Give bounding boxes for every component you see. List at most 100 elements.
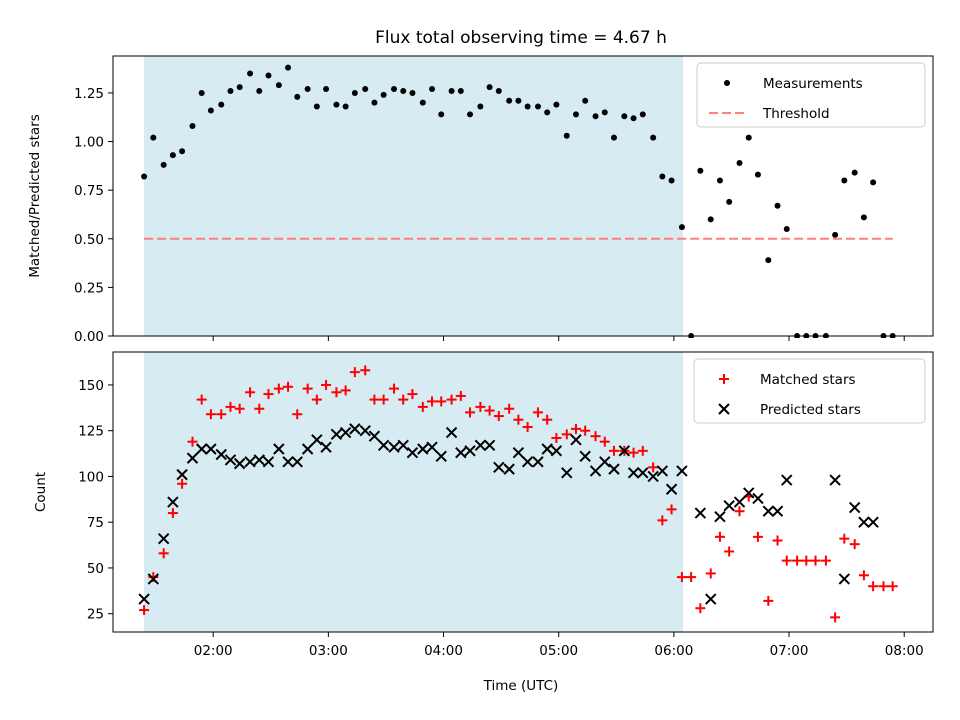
x-stroke-b (858, 516, 870, 528)
x-stroke-b (186, 452, 199, 464)
matched-star-point (542, 414, 553, 425)
measurement-point (477, 103, 484, 110)
x-stroke-b (167, 496, 179, 508)
predicted-star-point (474, 439, 487, 452)
matched-star-point (820, 555, 831, 566)
matched-star-point (839, 533, 850, 544)
predicted-star-point (829, 474, 841, 486)
x-stroke-b (417, 443, 429, 455)
matched-star-point (686, 572, 697, 583)
predicted-star-point (771, 505, 784, 517)
x-stroke-b (282, 456, 294, 468)
x-stroke-b (483, 439, 496, 452)
matched-star-point (580, 425, 591, 436)
predicted-star-point (532, 456, 544, 468)
predicted-star-point (483, 439, 496, 452)
x-stroke-b (273, 443, 285, 455)
matched-star-point (781, 555, 792, 566)
predicted-star-point (167, 496, 179, 508)
predicted-star-point (273, 443, 285, 455)
measurement-point (467, 111, 474, 118)
predicted-star-point (435, 450, 447, 463)
measurement-point (275, 82, 282, 89)
x-stroke-b (771, 505, 784, 517)
legend: Measurements Threshold (696, 62, 926, 128)
x-tick-label: 04:00 (424, 643, 463, 659)
y-tick-label: 0.00 (74, 329, 104, 345)
legend-label: Predicted stars (760, 402, 861, 418)
legend-label: Measurements (763, 76, 863, 92)
measurement-point (419, 99, 426, 106)
x-stroke-b (723, 500, 735, 512)
measurement-point (448, 88, 455, 94)
predicted-star-point (647, 470, 659, 483)
measurement-point (362, 86, 369, 93)
predicted-star-point (359, 424, 371, 437)
predicted-star-point (349, 423, 361, 435)
matched-star-point (522, 422, 533, 433)
observing-interval-shading (144, 56, 684, 336)
measurement-point (774, 202, 781, 209)
predicted-star-point (339, 426, 352, 439)
x-stroke-b (339, 426, 352, 439)
chart-title: Flux total observing time = 4.67 h (375, 28, 667, 48)
legend: Matched stars Predicted stars (693, 358, 926, 424)
x-stroke-b (676, 465, 688, 477)
predicted-star-point (330, 428, 343, 441)
predicted-star-point (781, 474, 793, 486)
predicted-star-point (262, 456, 275, 468)
x-stroke-b (224, 454, 237, 466)
x-stroke-b (541, 443, 553, 455)
x-stroke-b (647, 470, 659, 483)
predicted-star-point (561, 467, 573, 479)
matched-star-point (648, 462, 659, 473)
measurement-point (160, 161, 167, 168)
x-stroke-b (781, 474, 793, 486)
matched-star-point (273, 383, 284, 394)
matched-star-point (139, 605, 150, 616)
x-stroke-b (608, 463, 620, 475)
x-stroke-b (330, 428, 343, 441)
predicted-star-point (503, 463, 515, 475)
measurement-point (726, 198, 733, 205)
measurement-point (697, 167, 704, 174)
predicted-star-point (253, 454, 265, 466)
matched-star-point (331, 387, 342, 398)
measurement-point (294, 93, 301, 100)
predicted-star-point (388, 441, 400, 453)
x-stroke-b (455, 446, 467, 459)
measurement-point (544, 109, 551, 116)
predicted-star-point (301, 443, 314, 455)
matched-star-point (216, 409, 227, 420)
x-stroke-b (579, 450, 591, 463)
measurement-point (371, 99, 378, 106)
measurement-point (351, 89, 358, 96)
matched-star-point (484, 405, 495, 416)
predicted-star-point (311, 434, 323, 446)
data-marks (138, 365, 898, 623)
measurement-point (524, 103, 531, 110)
x-stroke-b (311, 434, 323, 446)
x-stroke-b (233, 457, 246, 470)
predicted-star-point (867, 516, 879, 528)
y-tick-label: 0.25 (74, 280, 104, 296)
axes-frame (112, 351, 934, 633)
matched-star-point (349, 367, 360, 378)
matched-star-point (666, 504, 677, 515)
legend-box (693, 358, 926, 424)
measurement-point (650, 134, 657, 141)
matched-star-point (810, 555, 821, 566)
matched-star-point (570, 423, 581, 434)
predicted-star-point (676, 465, 688, 477)
predicted-star-point (455, 446, 467, 459)
x-stroke-b (694, 507, 707, 519)
x-stroke-b (138, 593, 150, 605)
predicted-star-point (417, 443, 429, 455)
measurement-point (716, 177, 723, 184)
axes-frame (112, 55, 934, 337)
measurement-point (515, 97, 522, 104)
matched-star-point (360, 365, 371, 376)
measurement-point (179, 148, 186, 155)
matched-star-point (311, 394, 322, 405)
